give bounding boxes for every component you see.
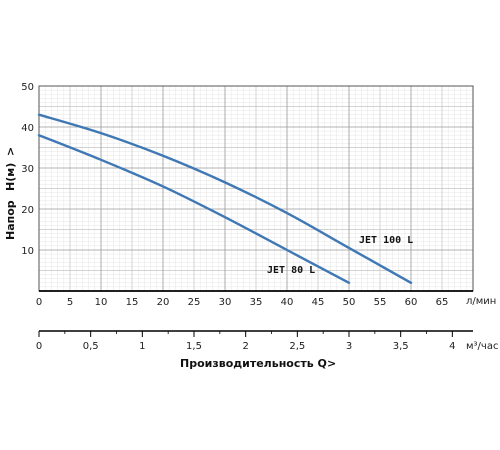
- x-tick-label: 40: [281, 297, 294, 308]
- x-tick-label: 0: [36, 297, 42, 308]
- x-tick-label: 50: [343, 297, 356, 308]
- x-tick-labels: 0 5 10 15 20 25 30 35 40 45 50 55 60 65: [36, 297, 449, 308]
- x-axis-title-arrow: >: [327, 357, 336, 370]
- x-tick-label: 35: [250, 297, 263, 308]
- y-axis-title-head: H(м): [4, 163, 17, 191]
- x-tick-label: 60: [405, 297, 418, 308]
- secondary-axis-tick-label: 4: [449, 341, 455, 352]
- x-tick-label: 65: [436, 297, 449, 308]
- x-tick-label: 30: [219, 297, 232, 308]
- y-tick-label: 10: [21, 246, 34, 257]
- secondary-x-axis: 0 0,5 1 1,5 2 2,5 3 3,5 4: [36, 330, 473, 352]
- y-tick-labels: 10 20 30 40 50: [21, 82, 34, 257]
- y-tick-label: 30: [21, 164, 34, 175]
- x-tick-label: 25: [188, 297, 201, 308]
- secondary-axis-tick-label: 3,5: [393, 341, 409, 352]
- x-axis-unit-liters-per-minute: л/мин: [466, 296, 496, 307]
- y-tick-label: 20: [21, 205, 34, 216]
- y-tick-label: 50: [21, 82, 34, 93]
- secondary-axis-tick-label: 1: [139, 341, 145, 352]
- series-label-jet-80-l: JET 80 L: [267, 265, 315, 276]
- x-tick-label: 55: [374, 297, 387, 308]
- x-tick-label: 5: [67, 297, 73, 308]
- series-line-jet-80-l: [37, 134, 351, 284]
- secondary-axis-tick-label: 0: [36, 341, 42, 352]
- secondary-axis-tick-label: 2,5: [289, 341, 305, 352]
- x-tick-label: 15: [126, 297, 139, 308]
- y-axis-title-arrow: >: [4, 147, 17, 156]
- secondary-axis-tick-label: 3: [346, 341, 352, 352]
- chart-grid: [39, 86, 473, 291]
- series-group: JET 80 L JET 100 L: [37, 113, 413, 284]
- secondary-axis-tick-label: 0,5: [83, 341, 99, 352]
- y-axis-title-pressure: Напор: [4, 200, 17, 240]
- y-tick-label: 40: [21, 123, 34, 134]
- secondary-axis-tick-label: 2: [242, 341, 248, 352]
- x-axis-unit-cubic-meters-per-hour: м³/час: [466, 341, 498, 352]
- x-axis-title: Производительность Q: [180, 357, 327, 370]
- secondary-axis-tick-label: 1,5: [186, 341, 202, 352]
- plot-frame: [38, 85, 474, 292]
- x-tick-label: 45: [312, 297, 325, 308]
- series-line-jet-100-l: [37, 113, 413, 284]
- x-tick-label: 10: [95, 297, 108, 308]
- series-label-jet-100-l: JET 100 L: [359, 235, 413, 246]
- x-tick-label: 20: [157, 297, 170, 308]
